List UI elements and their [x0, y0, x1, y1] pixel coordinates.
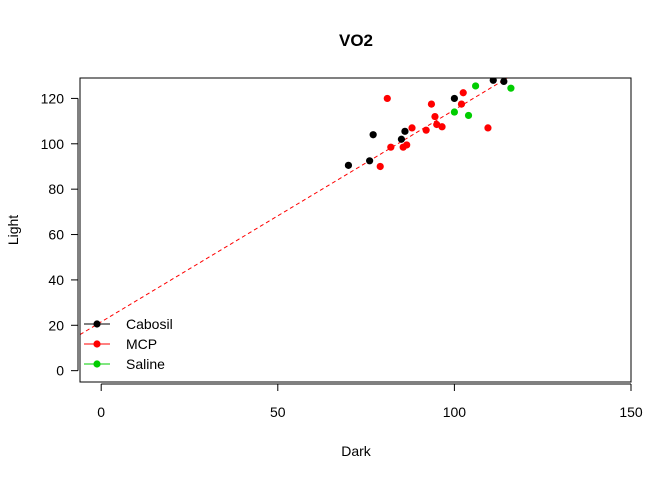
data-point-mcp-0: [376, 162, 384, 171]
data-point-mcp-11: [457, 100, 466, 108]
x-tick-label-150: 150: [619, 404, 643, 420]
plot-frame: [79, 77, 632, 383]
y-tick-label-120: 120: [41, 90, 65, 106]
data-point-cabosil-0: [344, 161, 353, 169]
y-axis-label: Light: [5, 215, 21, 245]
trend-line: [80, 78, 509, 336]
legend-item-mcp: MCP: [84, 336, 157, 352]
y-axis: 0 20 40 60 80 100 120: [41, 90, 79, 379]
legend-label-cabosil: Cabosil: [126, 316, 173, 332]
data-point-cabosil-4: [401, 127, 409, 135]
y-tick-label-20: 20: [48, 317, 64, 333]
data-point-cabosil-7: [500, 78, 508, 86]
data-point-mcp-2: [387, 143, 395, 151]
legend-item-cabosil: Cabosil: [84, 316, 173, 332]
y-tick-label-0: 0: [56, 363, 64, 379]
data-point-mcp-7: [427, 100, 436, 108]
data-point-saline-0: [450, 108, 458, 116]
plot-area: [79, 77, 632, 383]
x-tick-label-50: 50: [270, 404, 286, 420]
data-point-mcp-13: [484, 124, 492, 132]
data-point-mcp-6: [422, 126, 430, 134]
legend: Cabosil MCP Saline: [84, 316, 173, 372]
data-point-mcp-4: [403, 141, 411, 149]
y-tick-label-80: 80: [48, 181, 64, 197]
legend-label-mcp: MCP: [126, 336, 157, 352]
data-point-cabosil-6: [489, 78, 497, 84]
data-point-saline-1: [464, 111, 473, 120]
x-axis: 0 50 100 150: [97, 383, 643, 420]
legend-marker-saline: [93, 360, 101, 368]
data-point-mcp-8: [431, 112, 439, 121]
legend-label-saline: Saline: [126, 356, 165, 372]
data-point-saline-2: [471, 82, 480, 90]
data-point-mcp-5: [408, 124, 416, 132]
data-point-cabosil-5: [450, 94, 458, 103]
y-tick-label-60: 60: [48, 227, 64, 243]
x-axis-label: Dark: [341, 443, 372, 459]
data-point-mcp-1: [383, 94, 391, 103]
x-tick-label-100: 100: [443, 404, 467, 420]
data-point-saline-3: [507, 84, 515, 92]
y-tick-label-100: 100: [41, 136, 65, 152]
legend-marker-mcp: [93, 340, 101, 348]
data-point-cabosil-2: [369, 131, 377, 139]
legend-marker-cabosil: [93, 320, 101, 328]
legend-item-saline: Saline: [84, 356, 165, 372]
y-tick-label-40: 40: [48, 272, 64, 288]
data-point-mcp-10: [438, 123, 446, 131]
data-point-mcp-12: [459, 89, 467, 97]
chart-title: VO2: [339, 31, 373, 50]
data-point-cabosil-3: [397, 135, 406, 143]
data-point-cabosil-1: [366, 157, 374, 165]
x-tick-label-0: 0: [97, 404, 105, 420]
